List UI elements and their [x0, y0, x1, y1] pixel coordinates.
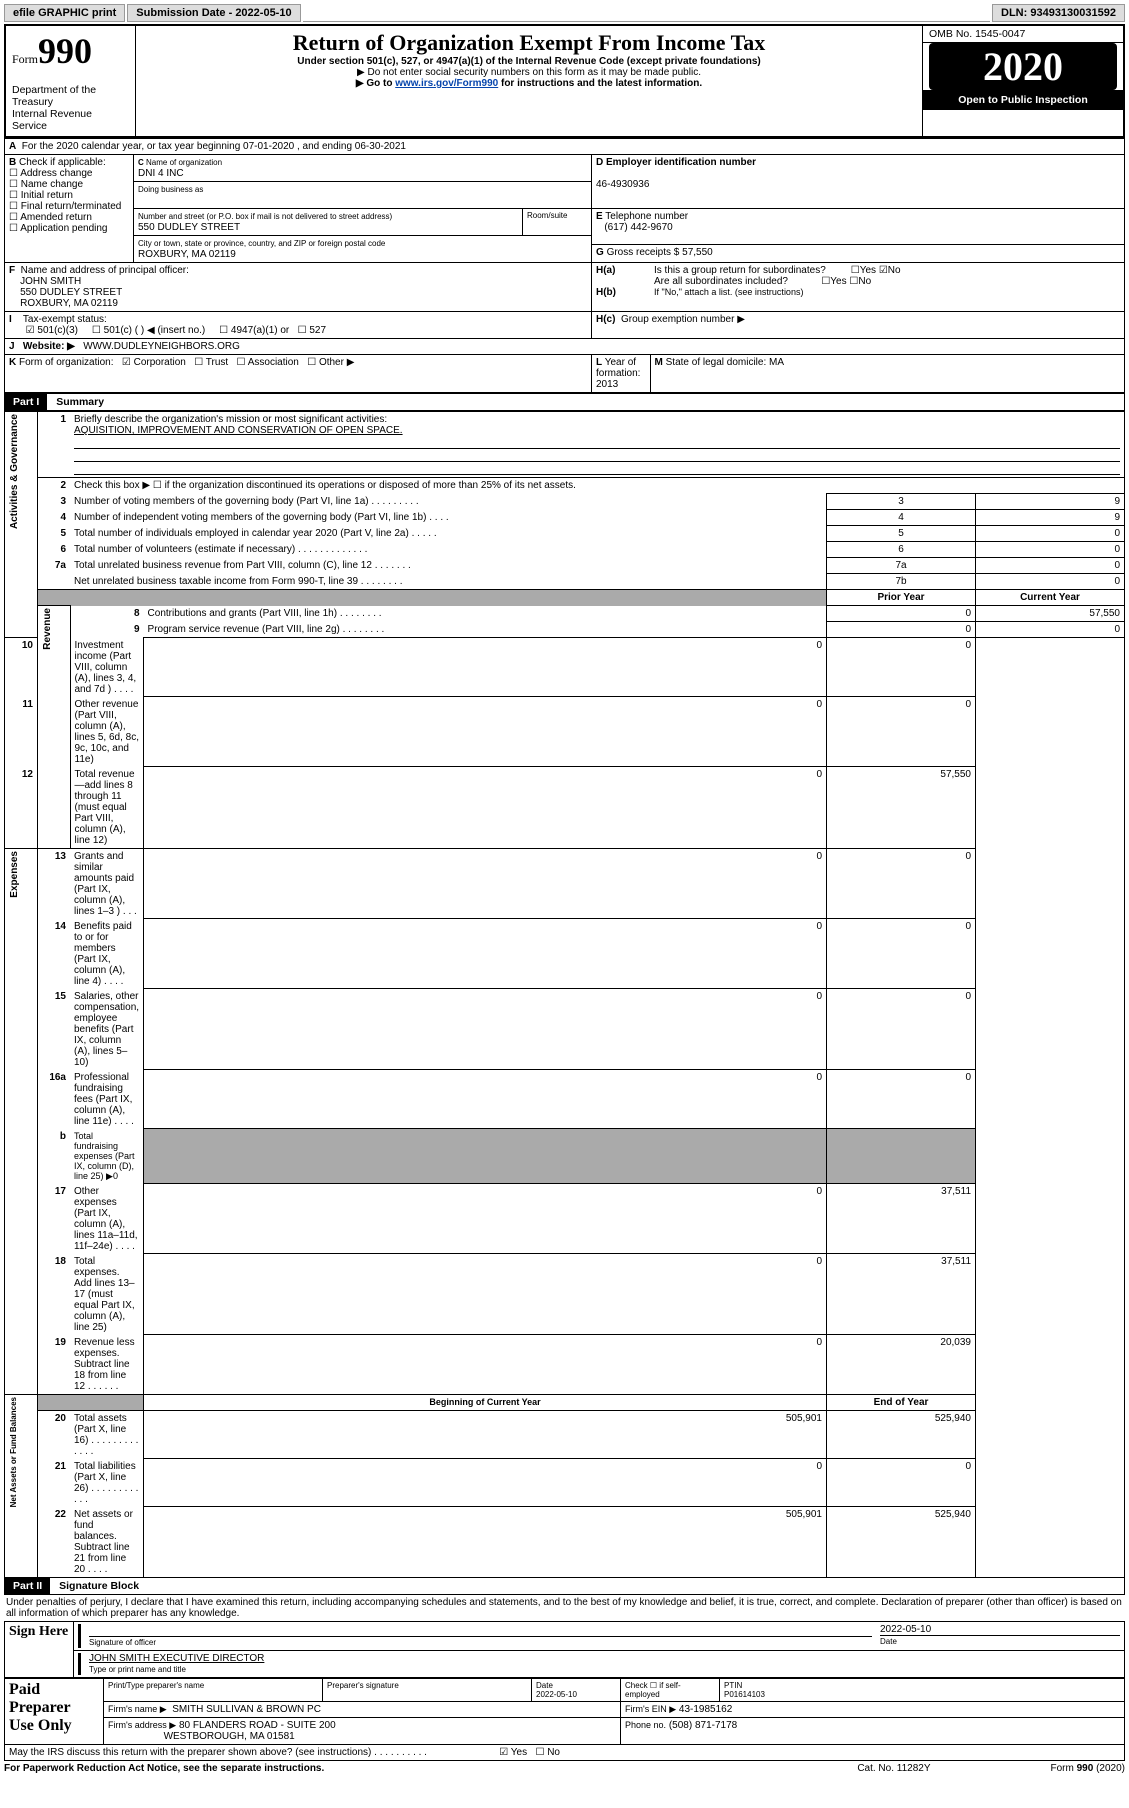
partII-hdr: Part II Signature Block	[4, 1578, 1125, 1595]
open-to-public: Open to Public Inspection	[923, 90, 1123, 110]
period: For the 2020 calendar year, or tax year …	[22, 141, 406, 152]
section-A-M: A For the 2020 calendar year, or tax yea…	[4, 138, 1125, 393]
line-A: A For the 2020 calendar year, or tax yea…	[5, 139, 1125, 155]
box-K: K Form of organization: ☑ Corporation ☐ …	[5, 355, 592, 393]
subdate-btn[interactable]: Submission Date - 2022-05-10	[127, 4, 300, 22]
form-990: 990	[38, 31, 92, 71]
dln: DLN: 93493130031592	[992, 4, 1125, 22]
ein: 46-4930936	[596, 179, 649, 190]
room-suite: Room/suite	[523, 209, 592, 236]
partI-table: Activities & Governance 1 Briefly descri…	[4, 411, 1125, 1578]
sign-here: Sign Here	[5, 1621, 74, 1677]
H-labels: H(a)H(b)	[592, 263, 651, 312]
tax-year: 2020	[929, 43, 1117, 90]
omb: OMB No. 1545-0047	[923, 26, 1123, 43]
officer: JOHN SMITH	[20, 276, 81, 287]
box-M: M State of legal domicile: MA	[650, 355, 1125, 393]
website: WWW.DUDLEYNEIGHBORS.ORG	[83, 341, 240, 352]
declaration: Under penalties of perjury, I declare th…	[4, 1595, 1125, 1621]
form-word: Form	[12, 52, 38, 66]
sig-date: 2022-05-10 Date	[876, 1621, 1125, 1650]
box-Hc: H(c) Group exemption number ▶	[592, 312, 1125, 339]
footer: For Paperwork Reduction Act Notice, see …	[4, 1761, 1125, 1776]
topbar: efile GRAPHIC print Submission Date - 20…	[4, 4, 1125, 22]
sub2: ▶ Do not enter social security numbers o…	[142, 67, 916, 78]
firm-addr: Firm's address ▶ 80 FLANDERS ROAD - SUIT…	[104, 1717, 621, 1744]
prep-date: Date2022-05-10	[532, 1678, 621, 1701]
box-B: B Check if applicable: ☐ Address change …	[5, 155, 134, 263]
row-4: 4Number of independent voting members of…	[5, 510, 1125, 526]
street: 550 DUDLEY STREET	[138, 222, 240, 233]
box-city: City or town, state or province, country…	[134, 236, 592, 263]
firm-ein: Firm's EIN ▶ 43-1985162	[621, 1701, 1125, 1717]
form-title: Return of Organization Exempt From Incom…	[142, 30, 916, 56]
box-H: Is this a group return for subordinates?…	[650, 263, 1125, 312]
box-dba: Doing business as	[134, 182, 592, 209]
tab-rev: Revenue	[38, 606, 71, 849]
box-F: F Name and address of principal officer:…	[5, 263, 592, 312]
paid-table: Paid Preparer Use Only Print/Type prepar…	[4, 1678, 1125, 1761]
org-name: DNI 4 INC	[138, 168, 184, 179]
cat: Cat. No. 11282Y	[857, 1763, 930, 1774]
firm-name: Firm's name ▶ SMITH SULLIVAN & BROWN PC	[104, 1701, 621, 1717]
gross: 57,550	[682, 247, 713, 258]
efile-btn[interactable]: efile GRAPHIC print	[4, 4, 125, 22]
sub1: Under section 501(c), 527, or 4947(a)(1)…	[142, 56, 916, 67]
partI-hdr: Part I Summary	[4, 393, 1125, 411]
box-E-G: E Telephone number (617) 442-9670 G Gros…	[592, 209, 1125, 263]
gray	[38, 590, 827, 606]
phone: (617) 442-9670	[604, 222, 672, 233]
spacer	[303, 4, 990, 22]
pra: For Paperwork Reduction Act Notice, see …	[4, 1763, 324, 1774]
paid-title: Paid Preparer Use Only	[5, 1678, 104, 1744]
box-D: D Employer identification number 46-4930…	[592, 155, 1125, 209]
box-L: L Year of formation: 2013	[592, 355, 651, 393]
form-header: Form990 Department of the Treasury Inter…	[4, 24, 1125, 138]
row-7b: Net unrelated business taxable income fr…	[5, 574, 1125, 590]
row-5: 5Total number of individuals employed in…	[5, 526, 1125, 542]
row-7a: 7aTotal unrelated business revenue from …	[5, 558, 1125, 574]
ptin: PTINP01614103	[720, 1678, 1125, 1701]
firm-phone: Phone no. (508) 871-7178	[621, 1717, 1125, 1744]
box-C-name: C Name of organization DNI 4 INC	[134, 155, 592, 182]
B-label: Check if applicable:	[19, 157, 106, 168]
box-J: J Website: ▶ WWW.DUDLEYNEIGHBORS.ORG	[5, 339, 1125, 355]
box-I: I Tax-exempt status: ☑ 501(c)(3) ☐ 501(c…	[5, 312, 592, 339]
city: ROXBURY, MA 02119	[138, 249, 236, 260]
dept2: Internal Revenue Service	[12, 108, 92, 132]
box-addr: Number and street (or P.O. box if mail i…	[134, 209, 523, 236]
tab-exp: Expenses	[5, 848, 38, 1394]
may-discuss: May the IRS discuss this return with the…	[5, 1744, 1125, 1760]
line1: Briefly describe the organization's miss…	[70, 412, 1125, 478]
sig-name: JOHN SMITH EXECUTIVE DIRECTOR Type or pr…	[74, 1650, 1125, 1677]
line2: Check this box ▶ ☐ if the organization d…	[70, 478, 1125, 494]
row-3: 3Number of voting members of the governi…	[5, 494, 1125, 510]
row-6: 6Total number of volunteers (estimate if…	[5, 542, 1125, 558]
tab-net: Net Assets or Fund Balances	[5, 1394, 38, 1577]
sig-officer: Signature of officer	[74, 1621, 877, 1650]
mission: AQUISITION, IMPROVEMENT AND CONSERVATION…	[74, 425, 403, 436]
form990-link[interactable]: www.irs.gov/Form990	[395, 78, 498, 89]
B-opts: ☐ Address change ☐ Name change ☐ Initial…	[9, 168, 121, 234]
sub3: ▶ Go to www.irs.gov/Form990 for instruct…	[142, 78, 916, 89]
dept1: Department of the Treasury	[12, 84, 96, 108]
tab-gov: Activities & Governance	[5, 412, 38, 638]
sign-table: Sign Here Signature of officer 2022-05-1…	[4, 1621, 1125, 1678]
form-num-footer: Form 990 (2020)	[1051, 1763, 1125, 1774]
